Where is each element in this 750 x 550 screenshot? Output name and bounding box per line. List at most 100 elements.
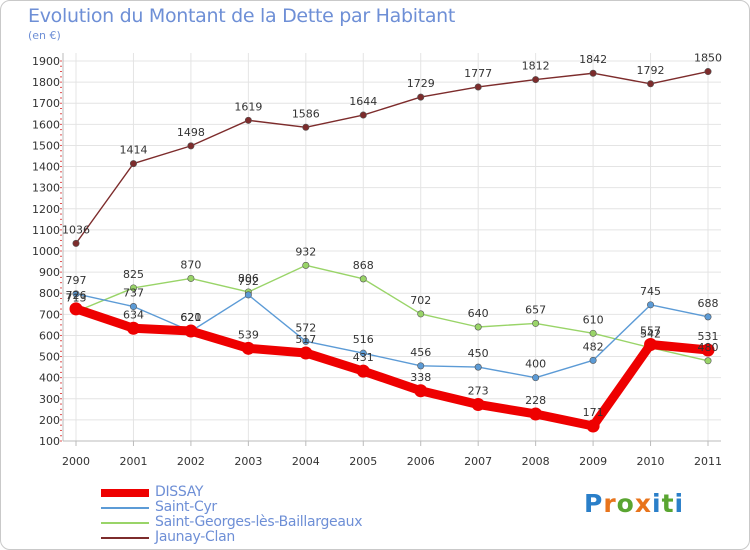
data-label: 171 xyxy=(583,406,604,419)
proxiti-logo: Proxiti xyxy=(584,489,684,518)
data-label: 1792 xyxy=(637,64,665,77)
x-tick-label: 2008 xyxy=(522,455,550,468)
data-label: 482 xyxy=(583,340,604,353)
legend-label: Saint-Georges-lès-Baillargeaux xyxy=(155,514,363,530)
data-label: 1619 xyxy=(234,100,262,113)
y-tick-label: 600 xyxy=(39,329,60,342)
data-label: 456 xyxy=(410,346,431,359)
data-point xyxy=(701,343,715,357)
y-tick-label: 700 xyxy=(39,308,60,321)
series-line-jaunay-clan xyxy=(75,70,709,245)
y-tick-label: 300 xyxy=(39,393,60,406)
data-label: 870 xyxy=(180,258,201,271)
data-label: 1842 xyxy=(579,53,607,66)
y-tick-label: 1200 xyxy=(32,203,60,216)
legend-swatch xyxy=(101,537,149,539)
data-point xyxy=(359,349,367,357)
data-label: 1644 xyxy=(349,95,377,108)
data-point xyxy=(72,239,80,247)
data-point xyxy=(529,407,543,421)
legend-swatch xyxy=(101,522,149,524)
y-tick-label: 1900 xyxy=(32,55,60,68)
logo-letter: i xyxy=(652,489,662,518)
x-tick-label: 2006 xyxy=(407,455,435,468)
data-label: 539 xyxy=(238,328,259,341)
data-point xyxy=(244,291,252,299)
data-label: 868 xyxy=(353,259,374,272)
data-point xyxy=(359,111,367,119)
data-label: 516 xyxy=(353,333,374,346)
series-line-saint-georges-l-s-baillargeaux xyxy=(75,264,709,362)
data-label: 792 xyxy=(238,275,259,288)
legend-swatch xyxy=(101,507,149,509)
data-label: 932 xyxy=(295,245,316,258)
x-tick-label: 2010 xyxy=(637,455,665,468)
data-point xyxy=(644,338,658,352)
data-point xyxy=(302,337,310,345)
data-label: 1414 xyxy=(119,144,147,157)
data-label: 806 xyxy=(238,272,259,285)
data-point xyxy=(647,301,655,309)
legend-label: Jaunay-Clan xyxy=(155,529,235,545)
data-point xyxy=(589,69,597,77)
data-label: 1850 xyxy=(694,52,722,65)
data-point xyxy=(532,319,540,327)
data-point xyxy=(474,323,482,331)
x-tick-label: 2000 xyxy=(62,455,90,468)
data-point xyxy=(417,93,425,101)
data-label: 557 xyxy=(640,325,661,338)
data-point xyxy=(532,374,540,382)
data-label: 517 xyxy=(295,333,316,346)
data-point xyxy=(704,313,712,321)
data-label: 1812 xyxy=(522,60,550,73)
logo-letter: i xyxy=(674,489,685,518)
data-label: 737 xyxy=(123,287,144,300)
data-label: 745 xyxy=(640,285,661,298)
data-point xyxy=(302,123,310,131)
data-label: 726 xyxy=(66,289,87,302)
y-tick-label: 1600 xyxy=(32,118,60,131)
data-label: 572 xyxy=(295,321,316,334)
data-label: 797 xyxy=(66,274,87,287)
data-label: 273 xyxy=(468,384,489,397)
data-point xyxy=(126,321,140,335)
logo-letter: P xyxy=(584,489,604,518)
logo-letter: x xyxy=(634,489,652,518)
data-point xyxy=(474,363,482,371)
y-tick-label: 100 xyxy=(39,435,60,448)
data-point xyxy=(704,68,712,76)
data-point xyxy=(299,346,313,360)
data-point xyxy=(471,397,485,411)
data-point xyxy=(72,290,80,298)
x-tick-label: 2001 xyxy=(119,455,147,468)
data-point xyxy=(474,83,482,91)
data-label: 621 xyxy=(180,311,201,324)
data-point xyxy=(359,275,367,283)
data-point xyxy=(532,76,540,84)
data-label: 1777 xyxy=(464,67,492,80)
chart-title: Evolution du Montant de la Dette par Hab… xyxy=(28,5,456,27)
data-point xyxy=(184,324,198,338)
data-point xyxy=(414,384,428,398)
data-label: 400 xyxy=(525,358,546,371)
legend-swatch xyxy=(101,489,149,497)
data-label: 620 xyxy=(180,311,201,324)
data-label: 688 xyxy=(698,297,719,310)
logo-letter: r xyxy=(603,489,617,518)
data-point xyxy=(187,274,195,282)
data-point xyxy=(244,116,252,124)
data-label: 702 xyxy=(410,294,431,307)
x-tick-label: 2007 xyxy=(464,455,492,468)
data-point xyxy=(187,142,195,150)
data-point xyxy=(129,284,137,292)
x-tick-label: 2003 xyxy=(234,455,262,468)
y-tick-label: 1100 xyxy=(32,224,60,237)
data-label: 542 xyxy=(640,328,661,341)
data-label: 634 xyxy=(123,308,144,321)
data-point xyxy=(241,341,255,355)
x-tick-label: 2005 xyxy=(349,455,377,468)
data-point xyxy=(69,302,83,316)
series-line-dissay xyxy=(71,304,713,431)
